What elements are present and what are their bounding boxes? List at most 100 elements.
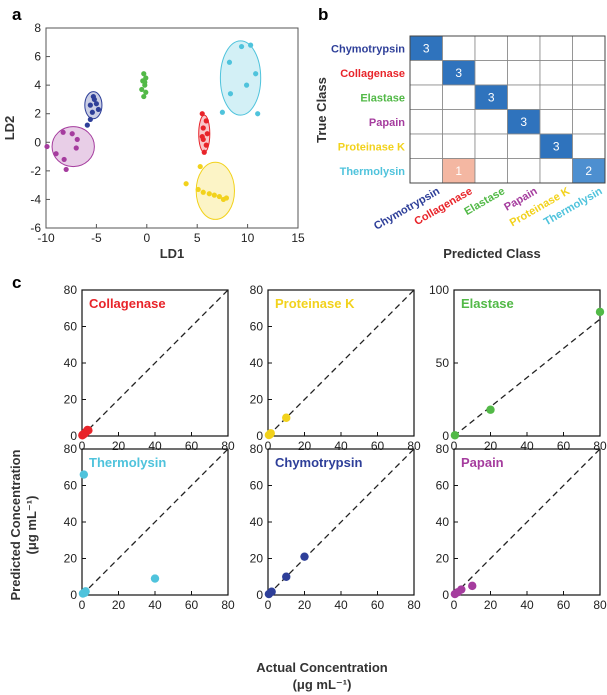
regression-x-axis-unit: (μg mL⁻¹) — [293, 677, 352, 692]
y-tick-label: 40 — [64, 515, 78, 529]
matrix-cell-value: 1 — [455, 164, 462, 178]
point-thermolysin — [226, 59, 233, 65]
x-tick-label: 80 — [593, 598, 607, 612]
matrix-cell — [507, 133, 541, 159]
matrix-cell-value: 3 — [423, 41, 430, 55]
x-tick-label: -10 — [37, 231, 55, 245]
matrix-cell-value: 3 — [553, 139, 560, 153]
point-thermolysin — [253, 71, 259, 77]
point-thermolysin — [243, 82, 250, 88]
point-chymotrypsin — [267, 587, 276, 596]
point-chymotrypsin — [87, 116, 93, 123]
y-tick-label: 0 — [70, 429, 77, 443]
y-tick-label: 80 — [436, 442, 450, 456]
x-tick-label: 5 — [194, 231, 201, 245]
matrix-cell — [442, 35, 476, 61]
point-proteinase-k — [195, 186, 201, 193]
y-tick-label: 0 — [256, 588, 263, 602]
point-elastase — [141, 93, 147, 100]
subplot-title: Chymotrypsin — [275, 455, 362, 470]
x-tick-label: 20 — [112, 439, 126, 453]
subplot-title: Proteinase K — [275, 296, 355, 311]
point-proteinase-k — [197, 163, 203, 170]
point-elastase — [450, 431, 460, 440]
point-papain — [63, 166, 69, 173]
point-elastase — [486, 405, 495, 414]
matrix-cell — [442, 133, 476, 159]
matrix-cell-value: 2 — [585, 164, 592, 178]
x-tick-label: 60 — [185, 598, 199, 612]
matrix-cell — [507, 35, 541, 61]
point-proteinase-k — [200, 189, 206, 195]
matrix-cell — [442, 60, 476, 86]
row-label-papain: Papain — [369, 117, 405, 129]
matrix-cell-value: 3 — [455, 66, 462, 80]
x-tick-label: 15 — [291, 231, 305, 245]
point-papain — [73, 145, 79, 151]
x-tick-label: 60 — [371, 598, 385, 612]
ellipse-thermolysin — [219, 40, 262, 116]
x-tick-label: 0 — [79, 598, 86, 612]
point-proteinase-k — [206, 191, 212, 197]
y-tick-label: 0 — [70, 588, 77, 602]
point-collagenase — [199, 133, 205, 140]
x-tick-label: 40 — [334, 439, 348, 453]
y-tick-label: 20 — [436, 552, 450, 566]
y-tick-label: 0 — [442, 588, 449, 602]
point-thermolysin — [219, 109, 225, 115]
lda-x-axis-label: LD1 — [160, 246, 185, 261]
point-chymotrypsin — [282, 572, 291, 581]
matrix-cell — [539, 158, 573, 184]
regression-y-axis-unit: (μg mL⁻¹) — [24, 496, 39, 555]
x-tick-label: 10 — [241, 231, 255, 245]
identity-line — [267, 289, 415, 437]
matrix-cell — [409, 84, 443, 110]
point-chymotrypsin — [84, 122, 90, 128]
lda-points — [44, 42, 261, 203]
y-tick-label: 40 — [250, 515, 264, 529]
y-tick-label: 80 — [250, 442, 264, 456]
y-tick-label: 80 — [250, 283, 264, 297]
matrix-cell — [474, 133, 508, 159]
point-thermolysin — [248, 42, 254, 48]
matrix-cell — [409, 133, 443, 159]
identity-line — [81, 289, 229, 437]
point-thermolysin — [80, 588, 89, 598]
y-tick-label: 20 — [250, 393, 264, 407]
point-proteinase-k — [211, 192, 217, 198]
y-tick-label: 0 — [256, 429, 263, 443]
y-tick-label: 60 — [436, 479, 450, 493]
y-tick-label: 60 — [250, 320, 264, 334]
y-tick-label: 40 — [64, 356, 78, 370]
subplot-frame — [453, 289, 601, 437]
point-papain — [44, 143, 50, 150]
x-tick-label: 40 — [520, 598, 534, 612]
matrix-cell — [539, 35, 573, 61]
point-collagenase — [84, 426, 93, 435]
point-collagenase — [199, 111, 205, 117]
y-tick-label: -4 — [30, 192, 41, 206]
x-tick-label: 60 — [557, 598, 571, 612]
x-tick-label: 20 — [112, 598, 126, 612]
point-proteinase-k — [223, 195, 230, 201]
regression-x-axis-label: Actual Concentration — [256, 660, 388, 675]
matrix-cell — [572, 60, 606, 86]
matrix-cell — [474, 35, 508, 61]
panel-label-c: c — [12, 273, 21, 292]
row-label-collagenase: Collagenase — [340, 68, 405, 80]
x-tick-label: 0 — [265, 439, 272, 453]
y-tick-label: 8 — [34, 21, 41, 35]
point-papain — [60, 129, 66, 135]
matrix-cell — [474, 109, 508, 135]
point-thermolysin — [79, 470, 89, 479]
point-collagenase — [200, 125, 206, 131]
matrix-cell — [442, 84, 476, 110]
point-proteinase-k — [216, 193, 222, 200]
subplot-title: Collagenase — [89, 296, 166, 311]
point-papain — [69, 131, 75, 137]
x-tick-label: 20 — [484, 439, 498, 453]
